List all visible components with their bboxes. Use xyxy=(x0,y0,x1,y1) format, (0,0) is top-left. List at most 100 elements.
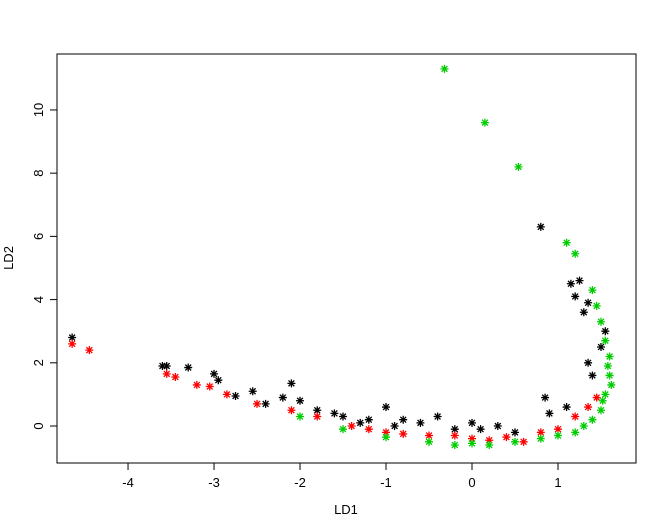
x-tick-label: -2 xyxy=(294,475,306,490)
point xyxy=(571,292,580,301)
point xyxy=(347,422,356,431)
point xyxy=(493,422,502,431)
point xyxy=(382,403,391,412)
point xyxy=(598,396,607,405)
point xyxy=(519,437,528,446)
y-tick-label: 8 xyxy=(31,170,46,177)
point xyxy=(313,406,322,415)
point xyxy=(171,373,180,382)
point xyxy=(603,361,612,370)
point xyxy=(162,361,171,370)
point xyxy=(382,433,391,442)
point xyxy=(554,425,563,434)
point xyxy=(210,369,219,378)
point xyxy=(231,391,240,400)
point xyxy=(554,431,563,440)
point xyxy=(440,64,449,73)
point xyxy=(468,434,477,443)
point xyxy=(597,343,605,352)
point xyxy=(158,361,167,370)
point xyxy=(399,415,408,424)
point xyxy=(356,418,365,427)
y-axis-label: LD2 xyxy=(1,246,16,270)
point xyxy=(601,390,610,399)
point xyxy=(253,399,262,408)
x-tick-label: -4 xyxy=(122,475,134,490)
point xyxy=(584,403,593,412)
point xyxy=(485,440,494,449)
point xyxy=(575,276,584,285)
point xyxy=(468,439,477,448)
point xyxy=(511,428,520,437)
point xyxy=(571,428,580,437)
point xyxy=(68,333,77,342)
point xyxy=(184,363,193,372)
point xyxy=(313,412,322,421)
point xyxy=(514,162,523,171)
point xyxy=(416,418,425,427)
point xyxy=(425,437,434,446)
point xyxy=(605,371,614,380)
point xyxy=(571,249,580,258)
point xyxy=(597,406,605,415)
point xyxy=(287,379,296,388)
point xyxy=(364,415,373,424)
point xyxy=(579,308,588,317)
point xyxy=(450,440,459,449)
point xyxy=(536,222,545,231)
point xyxy=(502,433,511,442)
x-axis-label: LD1 xyxy=(334,502,358,517)
point xyxy=(433,412,442,421)
point xyxy=(399,429,408,438)
point xyxy=(287,406,296,415)
point xyxy=(511,437,520,446)
point xyxy=(364,425,373,434)
point xyxy=(261,399,270,408)
point xyxy=(222,390,231,399)
point xyxy=(278,393,287,402)
point xyxy=(480,118,489,127)
point xyxy=(68,339,77,348)
point xyxy=(192,380,201,389)
point xyxy=(85,346,94,355)
point xyxy=(605,352,614,361)
plot-frame xyxy=(56,53,637,464)
point xyxy=(536,434,545,443)
point xyxy=(450,425,459,434)
point xyxy=(162,369,171,378)
point xyxy=(476,425,485,434)
point xyxy=(592,393,601,402)
point xyxy=(485,436,494,445)
point xyxy=(597,317,605,326)
point xyxy=(382,428,391,437)
x-tick-label: 1 xyxy=(554,475,561,490)
point xyxy=(339,412,348,421)
point xyxy=(566,279,575,288)
y-tick-label: 10 xyxy=(31,103,46,117)
point xyxy=(607,380,616,389)
point xyxy=(205,382,214,391)
point xyxy=(584,298,593,307)
point xyxy=(562,403,571,412)
point xyxy=(425,431,434,440)
point xyxy=(339,425,348,434)
x-tick-label: 0 xyxy=(468,475,475,490)
point xyxy=(601,327,610,336)
y-tick-label: 2 xyxy=(31,359,46,366)
point xyxy=(248,387,257,396)
y-tick-label: 4 xyxy=(31,296,46,303)
point xyxy=(562,238,571,247)
point xyxy=(545,409,554,418)
y-tick-label: 6 xyxy=(31,233,46,240)
point xyxy=(579,422,588,431)
point xyxy=(592,301,601,310)
x-tick-label: -1 xyxy=(380,475,392,490)
point xyxy=(468,418,477,427)
point xyxy=(601,336,610,345)
point xyxy=(588,286,597,295)
point xyxy=(390,422,399,431)
point xyxy=(541,393,550,402)
point xyxy=(330,409,339,418)
